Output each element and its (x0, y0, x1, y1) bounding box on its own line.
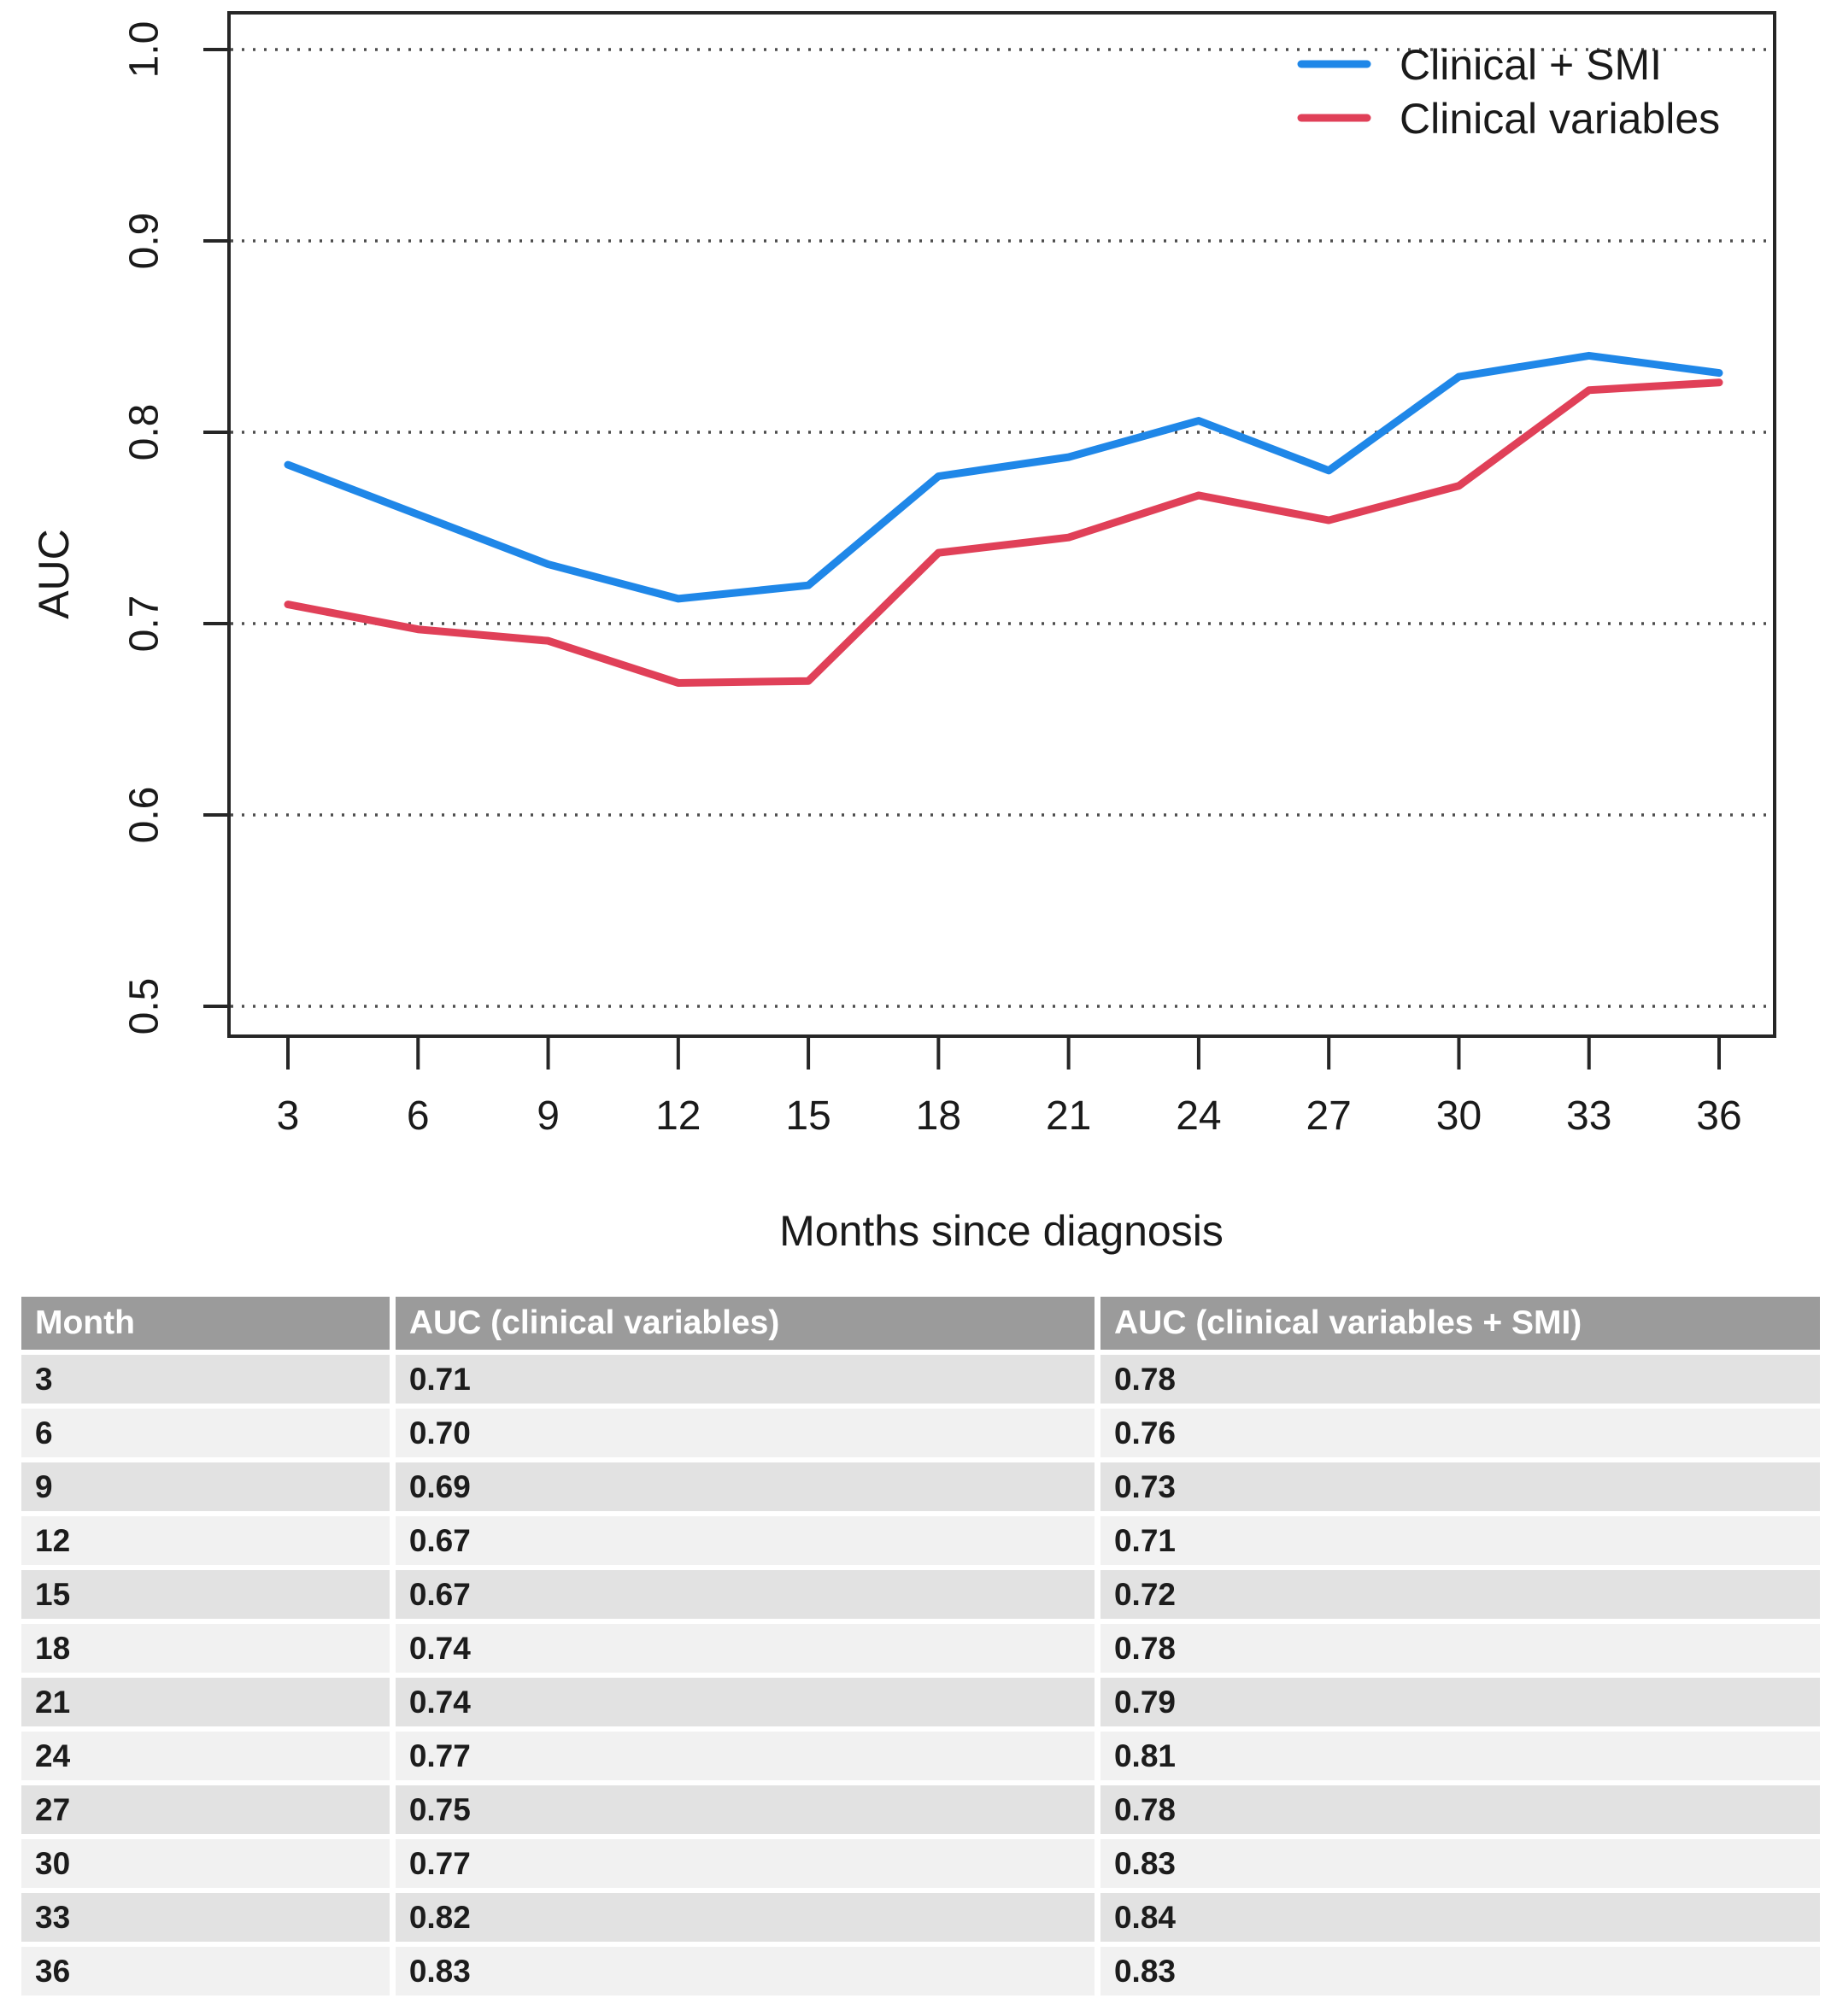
y-tick-label-0.6: 0.6 (122, 787, 167, 844)
cell-auc-clinical-smi: 0.76 (1100, 1409, 1820, 1457)
table-header-row: Month AUC (clinical variables) AUC (clin… (21, 1297, 1820, 1350)
header-month: Month (21, 1297, 396, 1350)
y-tick-label-0.5: 0.5 (122, 978, 167, 1035)
x-tick-label-12: 12 (655, 1093, 701, 1139)
cell-auc-clinical-smi: 0.81 (1100, 1732, 1820, 1780)
series-line-clinical-variables (284, 378, 1723, 687)
cell-month: 6 (21, 1409, 396, 1457)
x-axis-title: Months since diagnosis (779, 1207, 1224, 1255)
plot-frame (227, 11, 1776, 1038)
cell-auc-clinical-smi: 0.78 (1100, 1785, 1820, 1834)
x-axis: 3 6 9 12 15 18 21 24 27 30 33 36 (277, 1036, 1742, 1139)
x-tick-label-15: 15 (785, 1093, 830, 1139)
series-line-clinical-smi (284, 351, 1723, 603)
y-tick-label-1.0: 1.0 (122, 21, 167, 79)
table-row-month-21: 21 0.74 0.79 (21, 1678, 1820, 1726)
cell-month: 12 (21, 1516, 396, 1565)
x-tick-label-36: 36 (1696, 1093, 1741, 1139)
cell-month: 27 (21, 1785, 396, 1834)
table-row-month-18: 18 0.74 0.78 (21, 1624, 1820, 1673)
table-row-month-3: 3 0.71 0.78 (21, 1355, 1820, 1404)
cell-month: 18 (21, 1624, 396, 1673)
cell-month: 21 (21, 1678, 396, 1726)
legend-label-clinical-variables: Clinical variables (1400, 95, 1720, 143)
x-tick-label-18: 18 (916, 1093, 961, 1139)
cell-month: 9 (21, 1462, 396, 1511)
y-tick-label-0.9: 0.9 (122, 213, 167, 270)
auc-table: Month AUC (clinical variables) AUC (clin… (21, 1292, 1820, 2001)
x-tick-label-21: 21 (1046, 1093, 1091, 1139)
cell-auc-clinical-smi: 0.79 (1100, 1678, 1820, 1726)
cell-auc-clinical: 0.67 (395, 1516, 1100, 1565)
x-tick-label-6: 6 (407, 1093, 430, 1139)
cell-month: 3 (21, 1355, 396, 1404)
table-row-month-24: 24 0.77 0.81 (21, 1732, 1820, 1780)
cell-auc-clinical: 0.75 (395, 1785, 1100, 1834)
cell-auc-clinical-smi: 0.78 (1100, 1355, 1820, 1404)
table-row-month-6: 6 0.70 0.76 (21, 1409, 1820, 1457)
cell-auc-clinical: 0.82 (395, 1893, 1100, 1942)
cell-auc-clinical: 0.69 (395, 1462, 1100, 1511)
y-axis-title: AUC (30, 529, 78, 619)
cell-month: 24 (21, 1732, 396, 1780)
cell-month: 15 (21, 1570, 396, 1619)
x-tick-label-3: 3 (277, 1093, 300, 1139)
table-row-month-12: 12 0.67 0.71 (21, 1516, 1820, 1565)
cell-month: 33 (21, 1893, 396, 1942)
cell-auc-clinical: 0.77 (395, 1839, 1100, 1888)
cell-auc-clinical: 0.77 (395, 1732, 1100, 1780)
cell-auc-clinical-smi: 0.78 (1100, 1624, 1820, 1673)
y-tick-label-0.8: 0.8 (122, 404, 167, 461)
table-row-month-33: 33 0.82 0.84 (21, 1893, 1820, 1942)
cell-auc-clinical-smi: 0.71 (1100, 1516, 1820, 1565)
table-row-month-36: 36 0.83 0.83 (21, 1947, 1820, 1995)
legend: Clinical + SMI Clinical variables (1297, 41, 1720, 143)
cell-auc-clinical-smi: 0.83 (1100, 1947, 1820, 1995)
cell-auc-clinical: 0.83 (395, 1947, 1100, 1995)
cell-auc-clinical: 0.74 (395, 1678, 1100, 1726)
table-row-month-9: 9 0.69 0.73 (21, 1462, 1820, 1511)
header-auc-clinical: AUC (clinical variables) (395, 1297, 1100, 1350)
plot-area-series (284, 351, 1723, 687)
cell-month: 30 (21, 1839, 396, 1888)
cell-auc-clinical: 0.67 (395, 1570, 1100, 1619)
y-tick-label-0.7: 0.7 (122, 595, 167, 653)
cell-month: 36 (21, 1947, 396, 1995)
table-row-month-27: 27 0.75 0.78 (21, 1785, 1820, 1834)
x-tick-label-27: 27 (1306, 1093, 1351, 1139)
header-auc-clinical-smi: AUC (clinical variables + SMI) (1100, 1297, 1820, 1350)
cell-auc-clinical-smi: 0.83 (1100, 1839, 1820, 1888)
x-tick-label-30: 30 (1436, 1093, 1482, 1139)
auc-data-table: Month AUC (clinical variables) AUC (clin… (21, 1292, 1820, 2001)
cell-auc-clinical: 0.70 (395, 1409, 1100, 1457)
auc-line-chart: 0.50.60.70.80.91.0 3 6 9 12 15 18 21 24 27 30 33 36… (30, 11, 1776, 1255)
cell-auc-clinical-smi: 0.72 (1100, 1570, 1820, 1619)
x-tick-label-33: 33 (1566, 1093, 1611, 1139)
cell-auc-clinical-smi: 0.73 (1100, 1462, 1820, 1511)
x-tick-label-9: 9 (537, 1093, 560, 1139)
x-tick-label-24: 24 (1176, 1093, 1221, 1139)
table-row-month-15: 15 0.67 0.72 (21, 1570, 1820, 1619)
table-row-month-30: 30 0.77 0.83 (21, 1839, 1820, 1888)
gridlines (231, 48, 1773, 1008)
cell-auc-clinical: 0.74 (395, 1624, 1100, 1673)
legend-label-clinical-smi: Clinical + SMI (1400, 41, 1662, 89)
cell-auc-clinical: 0.71 (395, 1355, 1100, 1404)
y-axis: 0.5 0.6 0.7 0.8 0.9 1.0 (122, 21, 229, 1035)
cell-auc-clinical-smi: 0.84 (1100, 1893, 1820, 1942)
